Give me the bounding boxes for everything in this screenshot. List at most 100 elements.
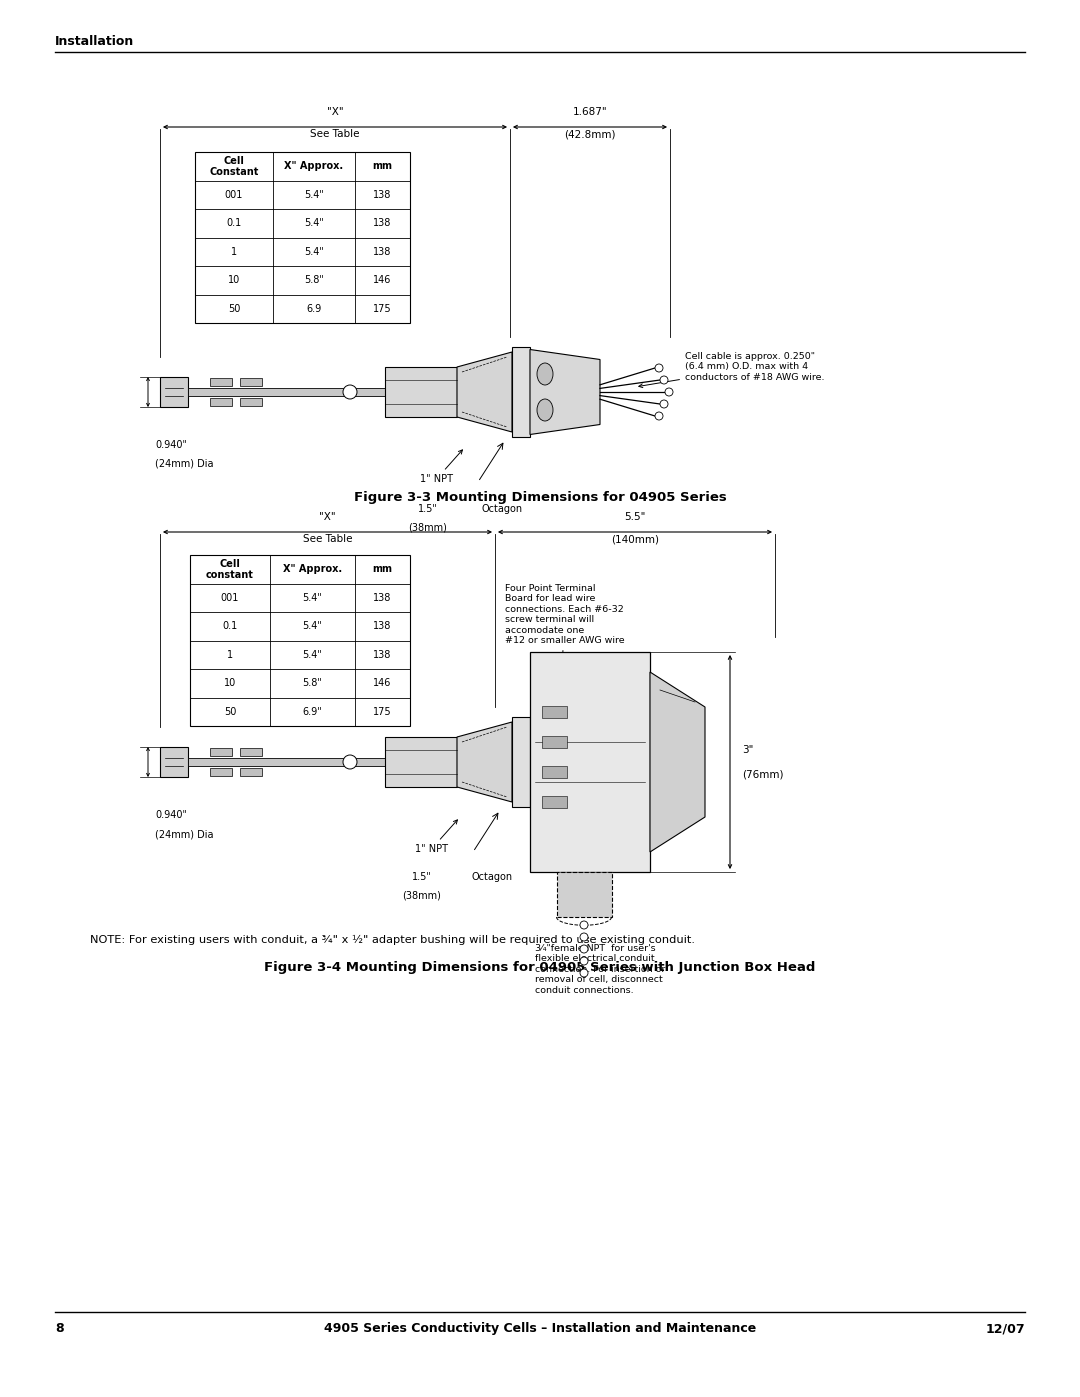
Text: 5.4": 5.4"	[302, 650, 323, 659]
Text: mm: mm	[373, 161, 392, 172]
Text: 50: 50	[224, 707, 237, 717]
Text: 5.5": 5.5"	[624, 511, 646, 522]
Text: 3⁄₄"female NPT  for user's
flexible electrical conduit
connection. For insertion: 3⁄₄"female NPT for user's flexible elect…	[535, 936, 665, 995]
Text: Figure 3-3 Mounting Dimensions for 04905 Series: Figure 3-3 Mounting Dimensions for 04905…	[353, 490, 727, 503]
Text: Figure 3-4 Mounting Dimensions for 04905 Series with Junction Box Head: Figure 3-4 Mounting Dimensions for 04905…	[265, 961, 815, 974]
Text: 138: 138	[374, 247, 392, 257]
Bar	[542, 736, 567, 747]
Text: 5.4": 5.4"	[305, 190, 324, 200]
Text: 10: 10	[228, 275, 240, 285]
Text: 175: 175	[374, 707, 392, 717]
Text: 1: 1	[227, 650, 233, 659]
Text: Octagon: Octagon	[482, 504, 523, 514]
FancyBboxPatch shape	[160, 747, 188, 777]
Text: 8: 8	[55, 1322, 64, 1336]
Bar	[542, 796, 567, 807]
Text: 3": 3"	[742, 745, 754, 754]
Bar	[195, 152, 410, 323]
Bar	[542, 766, 567, 778]
Ellipse shape	[537, 400, 553, 420]
Text: 6.9": 6.9"	[302, 707, 322, 717]
Text: 1.5": 1.5"	[413, 872, 432, 882]
Circle shape	[580, 957, 588, 965]
Bar	[530, 652, 650, 872]
Text: 138: 138	[374, 622, 392, 631]
Text: 12/07: 12/07	[985, 1322, 1025, 1336]
Circle shape	[660, 400, 669, 408]
Text: (38mm): (38mm)	[408, 522, 447, 532]
Bar	[240, 747, 262, 756]
Text: mm: mm	[373, 564, 392, 574]
Text: 138: 138	[374, 592, 392, 602]
Circle shape	[665, 388, 673, 395]
Bar	[188, 759, 384, 766]
Ellipse shape	[537, 363, 553, 386]
Text: 5.4": 5.4"	[305, 218, 324, 228]
Text: NOTE: For existing users with conduit, a ¾" x ½" adapter bushing will be require: NOTE: For existing users with conduit, a…	[90, 935, 696, 946]
Text: 146: 146	[374, 679, 392, 689]
Bar	[512, 717, 530, 807]
Bar	[210, 747, 232, 756]
Polygon shape	[530, 349, 600, 434]
Text: "X": "X"	[320, 511, 336, 522]
Circle shape	[654, 365, 663, 372]
Text: (24mm) Dia: (24mm) Dia	[156, 460, 214, 469]
Circle shape	[580, 933, 588, 942]
Text: 138: 138	[374, 218, 392, 228]
Bar	[240, 379, 262, 386]
Text: (42.8mm): (42.8mm)	[564, 129, 616, 138]
Text: 4905 Series Conductivity Cells – Installation and Maintenance: 4905 Series Conductivity Cells – Install…	[324, 1322, 756, 1336]
Text: X" Approx.: X" Approx.	[283, 564, 342, 574]
Bar	[512, 346, 530, 437]
Text: Cell
constant: Cell constant	[206, 559, 254, 580]
Text: 1" NPT: 1" NPT	[420, 450, 462, 483]
Bar	[384, 738, 457, 787]
Bar	[556, 872, 611, 916]
Text: 10: 10	[224, 679, 237, 689]
Text: 5.4": 5.4"	[305, 247, 324, 257]
Text: Cell
Constant: Cell Constant	[210, 156, 259, 176]
Bar	[210, 379, 232, 386]
Text: 6.9: 6.9	[307, 303, 322, 314]
Text: 0.1: 0.1	[227, 218, 242, 228]
Circle shape	[580, 921, 588, 929]
Circle shape	[580, 970, 588, 977]
Text: 1.5": 1.5"	[418, 504, 437, 514]
Bar	[188, 388, 384, 395]
Circle shape	[343, 386, 357, 400]
Circle shape	[580, 944, 588, 953]
Text: (38mm): (38mm)	[403, 890, 442, 900]
Text: 50: 50	[228, 303, 240, 314]
Text: 1: 1	[231, 247, 238, 257]
Bar	[210, 768, 232, 775]
Text: 5.8": 5.8"	[305, 275, 324, 285]
Text: (76mm): (76mm)	[742, 768, 783, 780]
Text: 0.940": 0.940"	[156, 440, 187, 450]
Text: 175: 175	[374, 303, 392, 314]
Bar	[240, 398, 262, 407]
Text: "X": "X"	[326, 108, 343, 117]
Text: 146: 146	[374, 275, 392, 285]
Text: Four Point Terminal
Board for lead wire
connections. Each #6-32
screw terminal w: Four Point Terminal Board for lead wire …	[505, 584, 624, 703]
Text: (24mm) Dia: (24mm) Dia	[156, 828, 214, 840]
Text: 001: 001	[225, 190, 243, 200]
Bar	[240, 768, 262, 775]
FancyBboxPatch shape	[160, 377, 188, 407]
Circle shape	[343, 754, 357, 768]
Text: X" Approx.: X" Approx.	[284, 161, 343, 172]
Text: 5.4": 5.4"	[302, 592, 323, 602]
Text: 0.1: 0.1	[222, 622, 238, 631]
Text: 138: 138	[374, 650, 392, 659]
Circle shape	[654, 412, 663, 420]
Text: Octagon: Octagon	[472, 872, 513, 882]
Polygon shape	[650, 672, 705, 852]
Bar	[190, 555, 410, 726]
Bar	[384, 367, 457, 416]
Text: Cell cable is approx. 0.250"
(6.4 mm) O.D. max with 4
conductors of #18 AWG wire: Cell cable is approx. 0.250" (6.4 mm) O.…	[638, 352, 824, 387]
Bar	[542, 705, 567, 718]
Text: (140mm): (140mm)	[611, 534, 659, 543]
Text: 1" NPT: 1" NPT	[415, 820, 458, 854]
Circle shape	[660, 376, 669, 384]
Polygon shape	[457, 352, 512, 432]
Text: 5.8": 5.8"	[302, 679, 323, 689]
